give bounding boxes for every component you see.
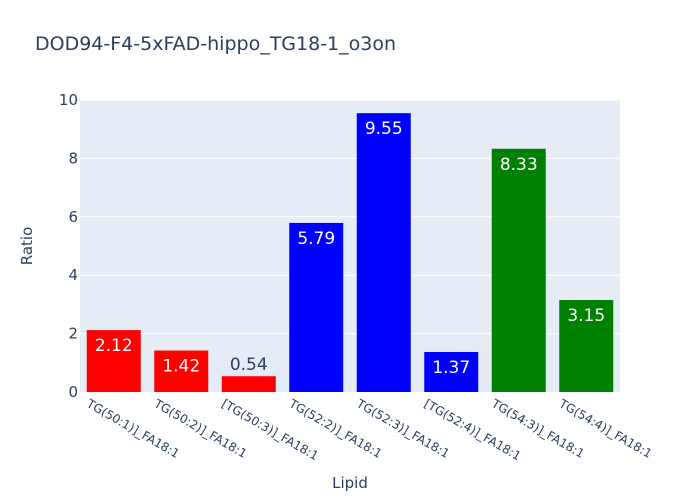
bar	[559, 300, 614, 392]
bar-labels: 2.12 1.42 0.54 5.79 9.55 1.37 8.33 3.15	[95, 119, 605, 378]
y-axis-title: Ratio	[18, 227, 36, 266]
bar	[424, 351, 479, 392]
bar-value-label: 2.12	[95, 336, 133, 356]
bar-value-label: 8.33	[500, 155, 538, 175]
bar	[356, 113, 411, 392]
bar-value-label: 1.42	[162, 357, 200, 377]
bar	[289, 222, 344, 392]
y-tick-label: 2	[68, 325, 78, 343]
y-tick-label: 10	[59, 91, 78, 109]
bar-value-label: 0.54	[230, 355, 268, 375]
bar	[221, 376, 276, 392]
bar-value-label: 3.15	[567, 306, 605, 326]
y-axis: 0 2 4 6 8 10	[59, 91, 78, 401]
bar	[154, 350, 209, 392]
bars	[86, 113, 614, 392]
chart-title: DOD94-F4-5xFAD-hippo_TG18-1_o3on	[35, 33, 396, 55]
y-tick-label: 4	[68, 266, 78, 284]
bar	[86, 330, 141, 392]
bar	[491, 148, 546, 392]
bar-value-label: 9.55	[365, 119, 403, 139]
y-tick-label: 0	[68, 383, 78, 401]
bar-value-label: 1.37	[432, 358, 470, 378]
y-tick-label: 6	[68, 208, 78, 226]
x-axis-title: Lipid	[332, 474, 368, 492]
y-tick-label: 8	[68, 149, 78, 167]
x-axis: TG(50:1)]_FA18:1TG(50:2)]_FA18:1[TG(50:3…	[83, 396, 654, 463]
bar-value-label: 5.79	[297, 229, 335, 249]
